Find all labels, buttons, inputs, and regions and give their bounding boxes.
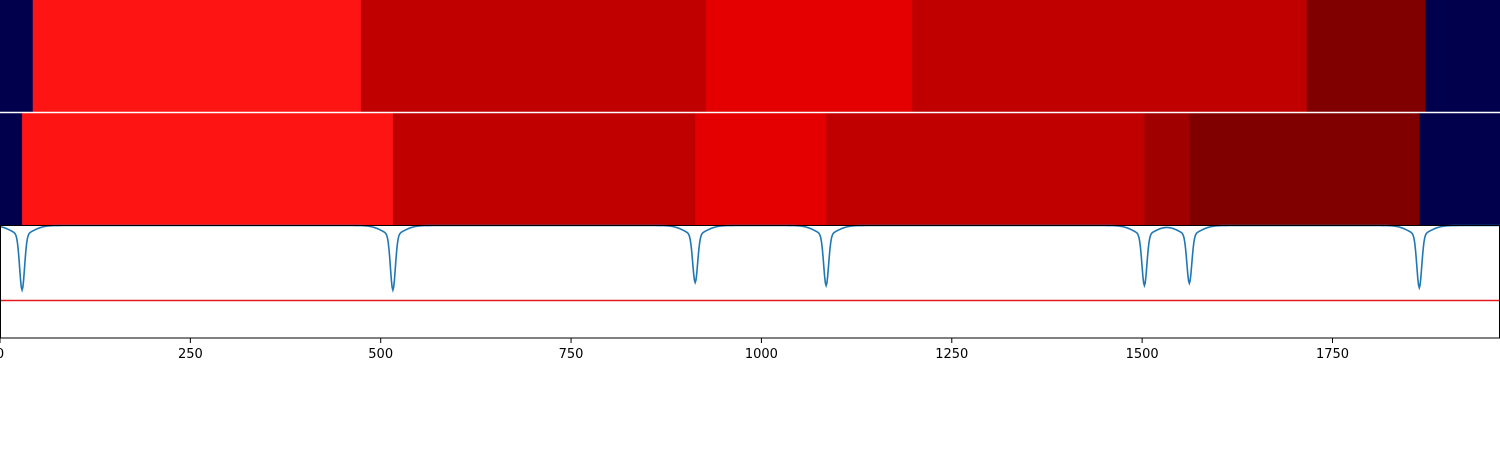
plot-background bbox=[0, 225, 1500, 338]
bottom-segment-6 bbox=[1189, 113, 1420, 225]
x-tick-label-750: 750 bbox=[559, 347, 584, 362]
x-tick-label-1500: 1500 bbox=[1126, 347, 1159, 362]
top-segment-1 bbox=[32, 0, 362, 112]
x-axis: 0 250 500 750 1000 1250 1500 1750 bbox=[0, 338, 1349, 362]
top-segment-5 bbox=[1306, 0, 1426, 112]
top-segment-4 bbox=[912, 0, 1308, 112]
bottom-segment-2 bbox=[392, 113, 696, 225]
bottom-segment-5 bbox=[1144, 113, 1190, 225]
top-segment-3 bbox=[705, 0, 913, 112]
bottom-segmentation-panel bbox=[0, 113, 1500, 225]
x-tick-label-250: 250 bbox=[178, 347, 203, 362]
x-tick-label-1750: 1750 bbox=[1316, 347, 1349, 362]
top-segment-6 bbox=[1425, 0, 1500, 112]
bottom-segment-0 bbox=[0, 113, 23, 225]
x-tick-label-1250: 1250 bbox=[935, 347, 968, 362]
top-segmentation-panel bbox=[0, 0, 1500, 112]
bottom-segment-1 bbox=[22, 113, 394, 225]
x-tick-label-0: 0 bbox=[0, 347, 4, 362]
bottom-segment-4 bbox=[826, 113, 1146, 225]
top-segment-0 bbox=[0, 0, 34, 112]
x-tick-label-500: 500 bbox=[368, 347, 393, 362]
boundary-score-panel bbox=[0, 224, 1500, 338]
bottom-segment-7 bbox=[1419, 113, 1500, 225]
bottom-segment-3 bbox=[695, 113, 827, 225]
top-segment-2 bbox=[360, 0, 707, 112]
x-tick-label-1000: 1000 bbox=[745, 347, 778, 362]
